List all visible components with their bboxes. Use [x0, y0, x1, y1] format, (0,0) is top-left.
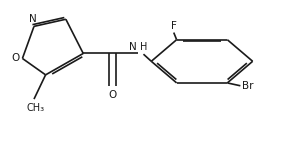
- Text: N: N: [29, 14, 36, 24]
- Text: H: H: [140, 42, 147, 52]
- Text: O: O: [12, 53, 20, 64]
- Text: F: F: [171, 21, 177, 31]
- Text: CH₃: CH₃: [26, 103, 45, 113]
- Text: N: N: [129, 42, 137, 52]
- Text: O: O: [108, 90, 116, 100]
- Text: Br: Br: [242, 81, 253, 91]
